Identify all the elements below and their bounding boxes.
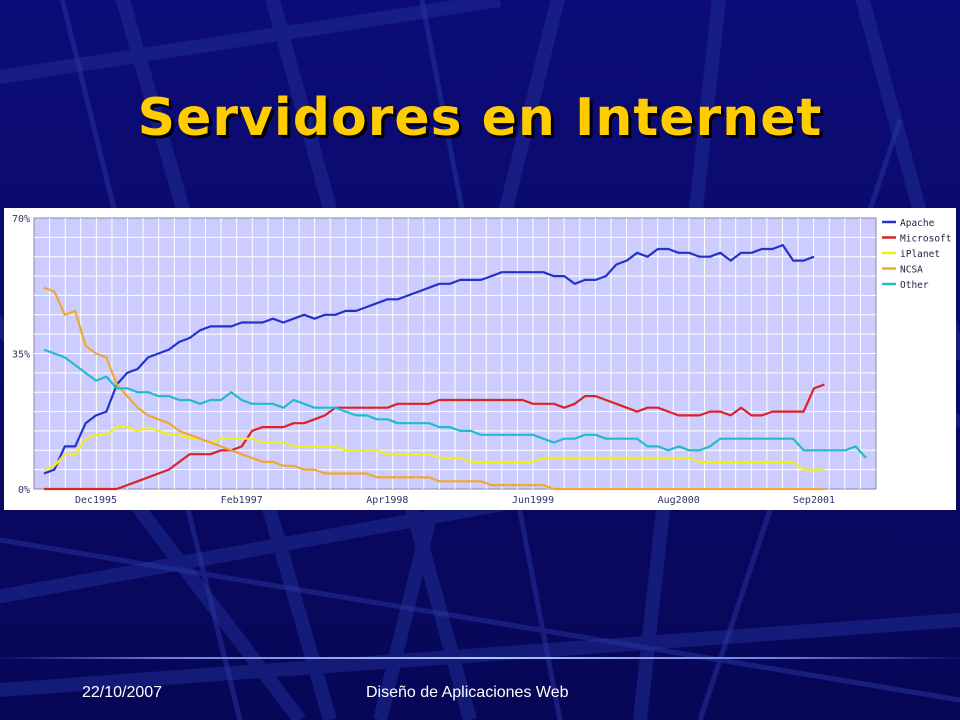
x-tick-label: Jun1999: [512, 495, 554, 506]
footer-title: Diseño de Aplicaciones Web: [366, 684, 569, 701]
server-share-chart: 0% 35% 70% Dec1995 Feb1997 Apr1998 Jun1999 Aug2…: [4, 208, 956, 510]
footer-date: 22/10/2007: [82, 684, 163, 701]
y-tick-label: 0%: [18, 485, 30, 496]
y-tick-label: 70%: [12, 214, 30, 225]
chart-svg: 0% 35% 70% Dec1995 Feb1997 Apr1998 Jun1999 Aug2…: [12, 214, 952, 506]
y-tick-label: 35%: [12, 350, 30, 361]
legend-label-iplanet: iPlanet: [900, 249, 940, 260]
slide-title: Servidores en Internet: [137, 88, 823, 148]
series-line-other: [43, 348, 867, 459]
x-tick-label: Sep2001: [793, 495, 835, 506]
series-line-apache: [43, 243, 815, 475]
legend-label-microsoft: Microsoft: [900, 234, 951, 245]
series-line-ncsa: [43, 286, 825, 491]
x-tick-label: Dec1995: [75, 495, 117, 506]
legend-label-other: Other: [900, 280, 929, 291]
x-tick-label: Feb1997: [221, 495, 263, 506]
series-line-microsoft: [44, 383, 825, 491]
series-line-iplanet: [43, 426, 825, 471]
x-tick-label: Aug2000: [658, 495, 700, 506]
footer-divider: [0, 657, 960, 659]
legend-label-apache: Apache: [900, 218, 935, 229]
legend-label-ncsa: NCSA: [900, 265, 923, 276]
x-tick-label: Apr1998: [366, 495, 408, 506]
